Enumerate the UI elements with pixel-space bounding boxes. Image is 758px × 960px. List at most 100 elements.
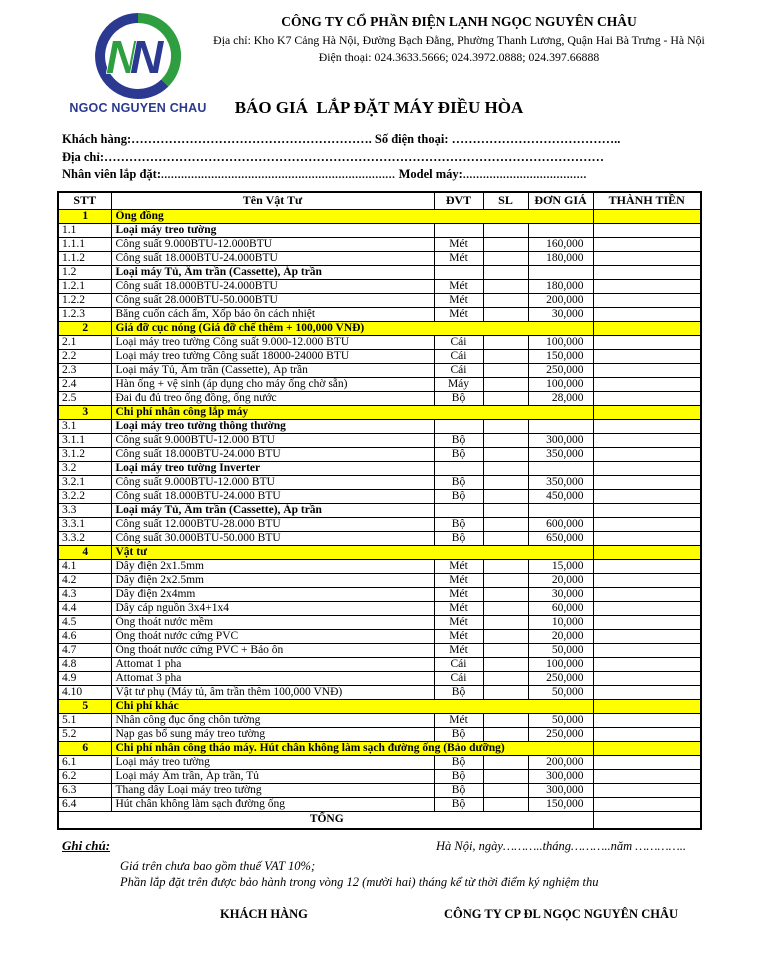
cell-total <box>592 405 702 420</box>
phone-field: ………………………………….. <box>451 132 621 146</box>
cell-stt: 3.2.1 <box>57 475 112 490</box>
cell-total <box>592 223 702 238</box>
cell-qty <box>482 601 529 616</box>
cell-total <box>592 713 702 728</box>
cell-qty <box>482 279 529 294</box>
table-row: 6.1 Loại máy treo tường Bộ 200,000 <box>57 755 702 770</box>
cell-name: Loại máy treo tường Công suất 18000-2400… <box>110 349 435 364</box>
cell-qty <box>482 419 529 434</box>
cell-name: Loại máy treo tường Công suất 9.000-12.0… <box>110 335 435 350</box>
installer-field: ........................................… <box>160 169 396 181</box>
cell-name: Loại máy Tủ, Âm trần (Cassette), Áp trần <box>110 363 435 378</box>
cell-unit: Bộ <box>433 489 484 504</box>
cell-qty <box>482 769 529 784</box>
cell-name: Dây cáp nguồn 3x4+1x4 <box>110 601 435 616</box>
note-vat: Giá trên chưa bao gồm thuế VAT 10%; <box>120 858 316 873</box>
document-header: N N NGOC NGUYEN CHAU CÔNG TY CỔ PHẦN ĐIỆ… <box>0 0 758 115</box>
cell-stt: 3.1.2 <box>57 447 112 462</box>
cell-unit: Mét <box>433 559 484 574</box>
installer-line: Nhân viên lắp đặt:......................… <box>62 166 698 185</box>
cell-stt: 5.1 <box>57 713 112 728</box>
cell-unit: Cái <box>433 671 484 686</box>
cell-price: 600,000 <box>527 517 594 532</box>
cell-name: Công suất 18.000BTU-24.000 BTU <box>110 447 435 462</box>
cell-total <box>592 265 702 280</box>
cell-price: 100,000 <box>527 657 594 672</box>
cell-total <box>592 433 702 448</box>
cell-total <box>592 503 702 518</box>
cell-total <box>592 419 702 434</box>
section-header-row: 6 Chi phí nhân công tháo máy. Hút chân kh… <box>57 741 702 756</box>
cell-stt: 4.1 <box>57 559 112 574</box>
customer-signature-label: KHÁCH HÀNG <box>220 906 308 921</box>
notes-heading: Ghi chú: <box>62 837 111 853</box>
cell-unit: Bộ <box>433 797 484 812</box>
cell-unit: Mét <box>433 587 484 602</box>
cell-unit <box>433 461 484 476</box>
nn-logo-icon: N N <box>95 12 182 99</box>
cell-total <box>592 293 702 308</box>
table-row: 4.7 Ống thoát nước cứng PVC + Bảo ôn Mét 50… <box>57 643 702 658</box>
cell-total <box>592 559 702 574</box>
cell-unit: Máy <box>433 377 484 392</box>
cell-price: 350,000 <box>527 475 594 490</box>
cell-total <box>592 657 702 672</box>
cell-price: 50,000 <box>527 685 594 700</box>
cell-price: 180,000 <box>527 279 594 294</box>
cell-stt: 6.2 <box>57 769 112 784</box>
table-row: 1.2.3 Băng cuốn cách ẩm, Xốp bảo ôn cách … <box>57 307 702 322</box>
cell-stt: 3.1.1 <box>57 433 112 448</box>
cell-stt: 3.2.2 <box>57 489 112 504</box>
cell-qty <box>482 363 529 378</box>
cell-unit <box>433 223 484 238</box>
cell-total <box>592 237 702 252</box>
cell-total <box>592 279 702 294</box>
cell-stt: 2.5 <box>57 391 112 406</box>
cell-name: Dây điện 2x2.5mm <box>110 573 435 588</box>
cell-stt: 6.3 <box>57 783 112 798</box>
cell-price: 10,000 <box>527 615 594 630</box>
table-row: 5.2 Nạp gas bổ sung máy treo tường Bộ 250,0… <box>57 727 702 742</box>
cell-name: Công suất 18.000BTU-24.000BTU <box>110 279 435 294</box>
cell-price <box>527 419 594 434</box>
footer-top-row: Ghi chú: Hà Nội, ngày………..tháng………..năm … <box>62 838 700 854</box>
cell-total <box>592 755 702 770</box>
cell-stt: 6.4 <box>57 797 112 812</box>
cell-total <box>592 391 702 406</box>
table-row: 3.1.2 Công suất 18.000BTU-24.000 BTU Bộ 350… <box>57 447 702 462</box>
cell-total <box>592 671 702 686</box>
customer-label: Khách hàng: <box>62 132 132 146</box>
cell-price <box>527 461 594 476</box>
cell-unit: Mét <box>433 629 484 644</box>
cell-name: Loại máy Tủ, Âm trần (Cassette), Áp trần <box>110 503 435 518</box>
cell-unit: Bộ <box>433 433 484 448</box>
cell-stt: 1.2.2 <box>57 293 112 308</box>
model-label: Model máy: <box>395 167 463 181</box>
address-field: ………………………………………………………………………………………………………… <box>104 149 605 164</box>
cell-unit: Mét <box>433 573 484 588</box>
cell-name: Ống thoát nước mềm <box>110 615 435 630</box>
cell-qty <box>482 629 529 644</box>
cell-unit: Mét <box>433 293 484 308</box>
cell-price: 250,000 <box>527 727 594 742</box>
cell-qty <box>482 783 529 798</box>
cell-total <box>592 727 702 742</box>
cell-total <box>592 251 702 266</box>
cell-price: 300,000 <box>527 769 594 784</box>
cell-name: Vật tư <box>110 545 594 560</box>
cell-price: 30,000 <box>527 587 594 602</box>
cell-stt: 3.3.1 <box>57 517 112 532</box>
total-row: TỔNG <box>57 811 702 829</box>
cell-price: 100,000 <box>527 335 594 350</box>
cell-total <box>592 475 702 490</box>
section-header-row: 2 Giá đỡ cục nóng (Giá đỡ chế thêm + 100,… <box>57 321 702 336</box>
cell-unit: Cái <box>433 335 484 350</box>
cell-total <box>592 573 702 588</box>
cell-total <box>592 335 702 350</box>
cell-name: Hàn ống + vệ sinh (áp dụng cho máy ống c… <box>110 377 435 392</box>
cell-qty <box>482 391 529 406</box>
cell-unit: Bộ <box>433 447 484 462</box>
cell-price: 150,000 <box>527 797 594 812</box>
price-table: STT Tên Vật Tư ĐVT SL ĐƠN GIÁ THÀNH TIỀN 1 Ống… <box>57 190 702 830</box>
